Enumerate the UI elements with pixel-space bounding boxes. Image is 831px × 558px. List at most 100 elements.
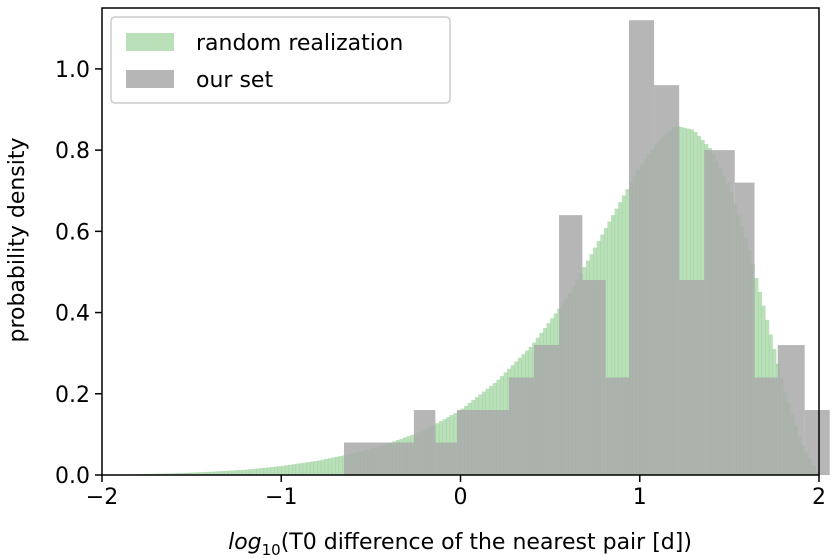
y-tick-label: 0.4 [55,302,90,327]
random-realization-bar [252,468,257,475]
our-set-bar [533,345,560,475]
x-tick-label: 2 [812,485,826,510]
random-realization-bar [277,466,282,475]
random-realization-bar [309,461,314,475]
x-tick-label: −1 [265,485,297,510]
x-axis-label-subscript: 10 [262,541,281,558]
random-realization-bar [324,458,329,475]
random-realization-bar [209,471,214,475]
y-axis-label: probability density [5,137,30,342]
random-realization-bar [266,467,271,475]
our-set-bar [413,410,436,475]
random-realization-bar [281,465,286,475]
random-realization-bar [284,465,289,475]
random-realization-bar [270,466,275,475]
random-realization-bar [317,460,322,475]
our-set-bar [456,410,483,475]
random-realization-bar [320,459,325,475]
our-set-bar [582,280,606,475]
our-set-bar [343,442,388,475]
random-realization-bar [313,461,318,475]
random-realization-bar [177,473,182,475]
random-realization-bar [202,471,207,475]
random-realization-bar [195,472,200,475]
random-realization-bar [611,215,616,475]
random-realization-bar [327,458,332,475]
random-realization-bar [248,469,253,475]
random-realization-bar [245,469,250,475]
our-set-bar [704,150,735,475]
our-set-bar [628,20,655,475]
random-realization-bar [259,468,264,475]
y-tick-label: 0.2 [55,383,90,408]
random-realization-bar [216,471,221,475]
our-set-bar [654,85,680,475]
random-realization-bar [198,472,203,475]
random-realization-bar [754,278,759,475]
random-realization-bar [173,473,178,475]
random-realization-bar [625,189,630,475]
our-set-bar [679,280,705,475]
random-realization-bar [180,472,185,475]
random-realization-bar [227,470,232,475]
our-set-bar [804,410,830,475]
random-realization-bar [295,463,300,475]
random-realization-bar [603,228,608,475]
random-realization-bar [213,471,218,475]
legend: random realization our set [110,16,451,104]
random-realization-bar [184,472,189,475]
random-realization-bar [238,470,243,475]
axes: −2 −1 0 1 2 0.0 0.2 0.4 0.6 0.8 1.0 [55,7,826,510]
random-realization-bar [299,463,304,475]
our-set-bar [482,410,509,475]
random-realization-bar [274,466,279,475]
y-tick-label: 0.6 [55,220,90,245]
random-realization-bar [338,456,343,475]
our-set-bar [508,377,534,475]
plot-area [102,20,830,476]
x-axis-label-text: (T0 difference of the nearest pair [d]) [281,530,692,555]
y-tick-label: 0.8 [55,139,90,164]
random-realization-bar [607,221,612,475]
y-tick-label: 0.0 [55,464,90,489]
random-realization-bar [614,208,619,475]
random-realization-bar [166,473,171,475]
random-realization-bar [256,468,261,475]
random-realization-bar [621,195,626,475]
random-realization-bar [331,457,336,475]
our-set-bar [387,442,414,475]
our-set-bar [435,442,457,475]
our-set-bar [559,215,583,475]
legend-label-our-set: our set [196,68,273,93]
legend-box [110,16,451,104]
random-realization-bar [306,462,311,475]
random-realization-bar [292,464,296,475]
our-set-bar [734,182,755,476]
random-realization-bar [618,202,623,475]
random-realization-bar [188,472,193,475]
our-set-bar [754,377,778,475]
random-realization-bar [205,471,210,475]
random-realization-bar [220,471,225,475]
x-tick-label: −2 [86,485,118,510]
x-axis-label-log: log [228,530,262,555]
random-realization-bar [231,470,236,475]
random-realization-bar [335,456,340,475]
x-tick-label: 0 [454,485,468,510]
random-realization-bar [263,467,268,475]
our-set-bar [605,377,629,475]
random-realization-bar [234,470,239,475]
legend-swatch-our-set [126,70,174,88]
legend-swatch-random-realization [126,33,174,51]
our-set-bar [777,345,805,475]
x-tick-label: 1 [633,485,647,510]
random-realization-bar [223,470,228,475]
legend-label-random-realization: random realization [196,31,403,56]
random-realization-bar [302,462,307,475]
x-axis-label: log10(T0 difference of the nearest pair … [228,530,692,558]
random-realization-bar [170,473,175,475]
random-realization-bar [191,472,196,475]
random-realization-bar [241,469,246,475]
random-realization-bar [288,464,293,475]
